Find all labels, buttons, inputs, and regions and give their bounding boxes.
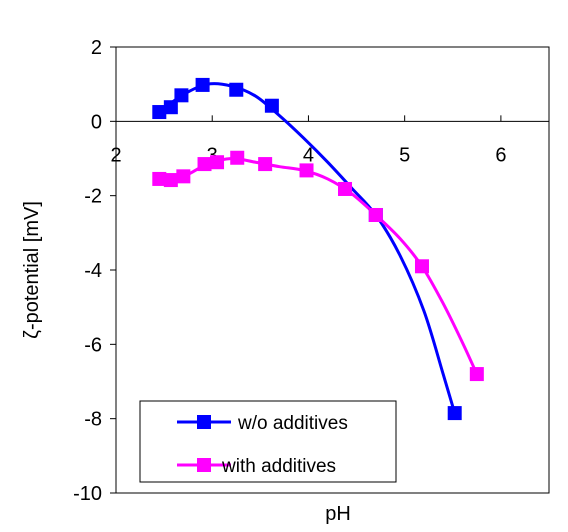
data-point-with-additives <box>469 367 484 382</box>
legend: w/o additives with additives <box>139 400 397 483</box>
x-tick-label: 6 <box>495 144 506 166</box>
data-point-wo-additives <box>264 98 279 113</box>
legend-label-wo-additives: w/o additives <box>237 413 348 434</box>
legend-marker-with-additives <box>197 458 211 472</box>
data-point-wo-additives <box>174 88 189 103</box>
series-markers <box>152 77 484 421</box>
data-point-with-additives <box>230 150 245 165</box>
axes: 2345620-2-4-6-8-10 <box>73 37 549 505</box>
series-line-wo-additives <box>158 82 457 414</box>
data-point-wo-additives <box>163 100 178 115</box>
data-point-with-additives <box>299 163 314 178</box>
y-axis-title: ζ-potential [mV] <box>21 201 43 339</box>
data-point-with-additives <box>368 207 383 222</box>
y-tick-label: -8 <box>84 409 102 431</box>
x-tick-label: 4 <box>303 144 314 166</box>
data-point-with-additives <box>176 169 191 184</box>
data-point-wo-additives <box>447 406 462 421</box>
legend-label-with-additives: with additives <box>221 456 336 477</box>
y-tick-label: -2 <box>84 186 102 208</box>
data-point-with-additives <box>414 259 429 274</box>
data-point-with-additives <box>197 157 212 172</box>
y-tick-label: -6 <box>84 334 102 356</box>
data-point-wo-additives <box>152 105 167 120</box>
data-point-with-additives <box>210 155 225 170</box>
data-point-wo-additives <box>195 77 210 92</box>
y-tick-label: 2 <box>91 37 102 59</box>
legend-marker-wo-additives <box>197 415 211 429</box>
y-tick-label: -10 <box>73 483 102 505</box>
x-tick-label: 5 <box>399 144 410 166</box>
data-point-with-additives <box>152 171 167 186</box>
x-axis-title: pH <box>325 503 351 525</box>
y-tick-label: -4 <box>84 260 102 282</box>
data-point-with-additives <box>163 173 178 188</box>
y-tick-label: 0 <box>91 111 102 133</box>
x-tick-label: 2 <box>110 144 121 166</box>
data-point-wo-additives <box>229 82 244 97</box>
data-point-with-additives <box>338 181 353 196</box>
data-point-with-additives <box>258 157 273 172</box>
legend-box <box>139 400 397 483</box>
